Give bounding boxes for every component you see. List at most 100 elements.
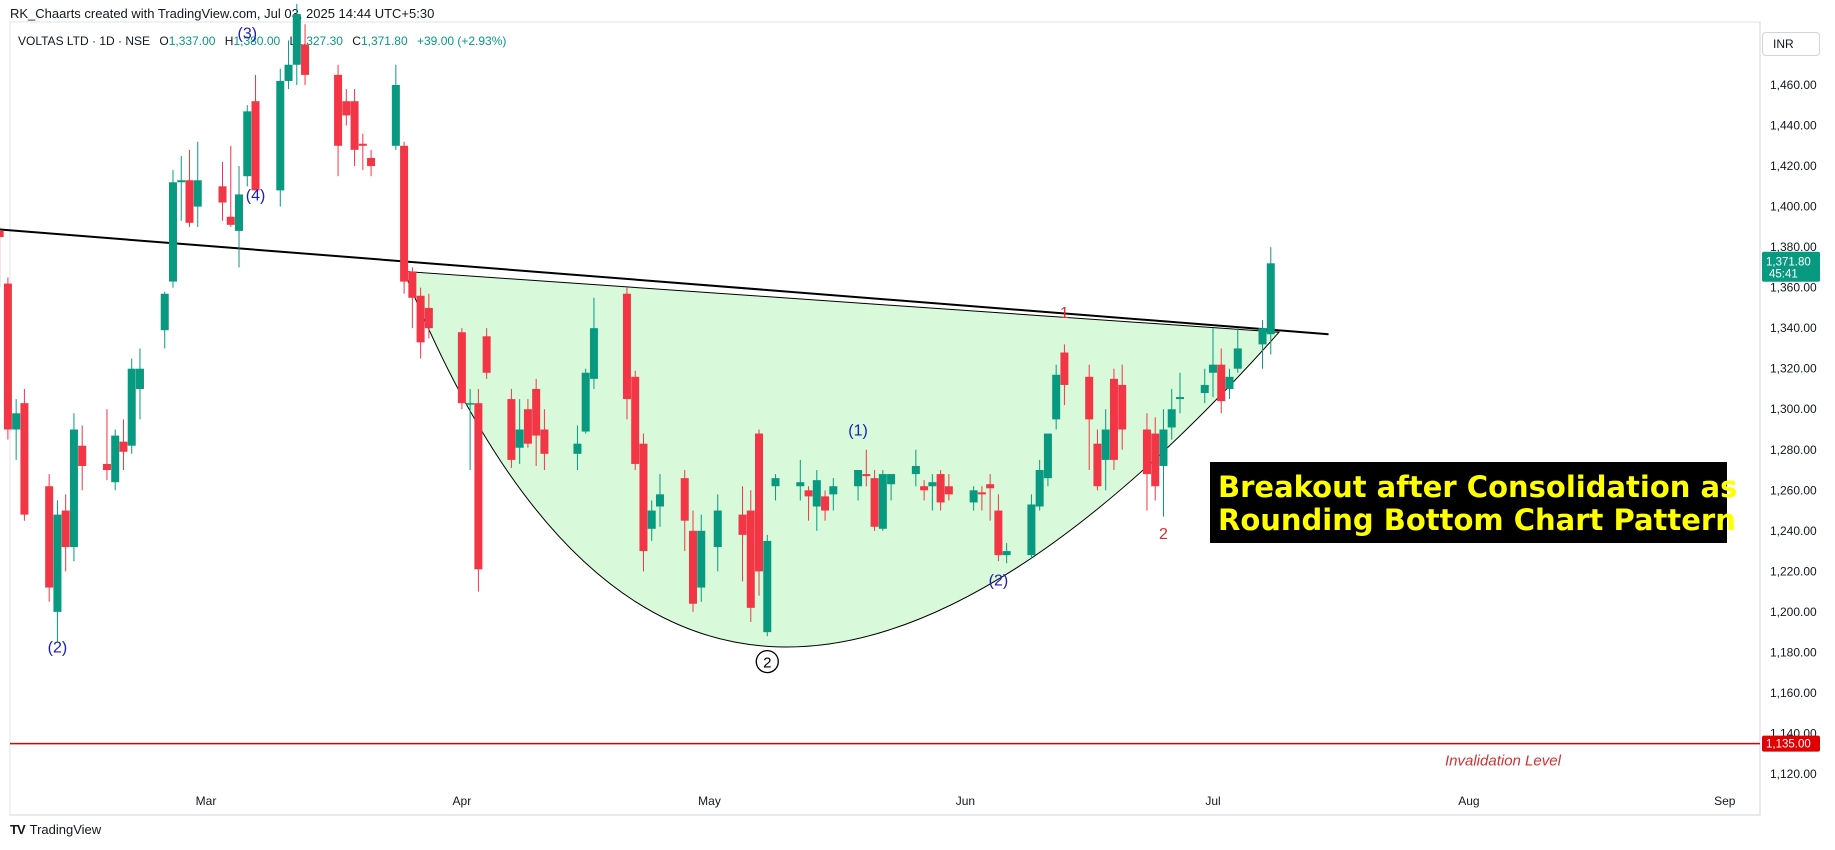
candle xyxy=(20,388,29,521)
x-tick-label: Apr xyxy=(453,794,472,808)
candle-body xyxy=(350,101,359,150)
candle-body xyxy=(977,492,986,495)
candle xyxy=(1151,417,1160,501)
candle xyxy=(647,500,656,541)
candle-body xyxy=(177,180,186,183)
candle xyxy=(185,149,194,227)
last-price-value: 1,371.80 xyxy=(1766,257,1811,269)
candle xyxy=(102,409,111,481)
candle xyxy=(829,478,838,511)
rounding-bottom-pattern xyxy=(403,270,1281,648)
candle-body xyxy=(61,510,70,548)
candle-body xyxy=(111,435,120,483)
candle xyxy=(1027,494,1036,560)
candle xyxy=(713,494,722,572)
last-price-tag xyxy=(1762,251,1820,282)
candle-body xyxy=(1043,433,1052,479)
candle-body xyxy=(829,486,838,495)
candle xyxy=(1035,459,1044,511)
candle xyxy=(631,370,640,471)
x-tick-label: Mar xyxy=(196,794,217,808)
y-tick-label: 1,360.00 xyxy=(1770,281,1817,295)
candle-body xyxy=(804,490,813,497)
candle xyxy=(1085,364,1094,471)
y-tick-label: 1,440.00 xyxy=(1770,119,1817,133)
candle-body xyxy=(391,85,400,146)
candle-body xyxy=(78,445,87,466)
candle xyxy=(1142,413,1151,511)
candle xyxy=(746,490,755,623)
candle-body xyxy=(482,336,491,373)
candle-body xyxy=(1217,364,1226,402)
candle-body xyxy=(474,403,483,570)
candle xyxy=(540,409,549,471)
candle xyxy=(1093,429,1102,491)
candle xyxy=(474,388,483,592)
candle-body xyxy=(573,443,582,454)
candle xyxy=(573,425,582,471)
candle xyxy=(821,490,830,521)
candle xyxy=(111,429,120,491)
candle xyxy=(532,378,541,466)
candle-body xyxy=(1101,429,1110,460)
candle-body xyxy=(771,478,780,487)
candle-body xyxy=(821,496,830,511)
candle-body xyxy=(523,409,532,444)
candle-body xyxy=(969,490,978,503)
wave-label: (2) xyxy=(48,639,68,656)
candle xyxy=(581,368,590,434)
invalidation-price-value: 1,135.00 xyxy=(1766,739,1811,751)
y-tick-label: 1,340.00 xyxy=(1770,321,1817,335)
candle xyxy=(391,64,400,150)
candle-body xyxy=(235,194,244,231)
change-value: +39.00 (+2.93%) xyxy=(417,34,507,48)
chart-caption: RK_Chaarts created with TradingView.com,… xyxy=(10,6,435,21)
candle-body xyxy=(639,443,648,552)
candle xyxy=(1209,328,1217,398)
candle-body xyxy=(160,293,169,331)
candle-body xyxy=(870,478,879,527)
x-tick-label: Jun xyxy=(956,794,975,808)
candle xyxy=(1002,542,1011,564)
candle-body xyxy=(540,429,549,454)
candle-body xyxy=(713,510,722,548)
candle xyxy=(3,277,12,440)
candle xyxy=(688,510,697,612)
invalidation-label: Invalidation Level xyxy=(1445,753,1562,770)
close-value: 1,371.80 xyxy=(360,34,408,48)
candle-body xyxy=(507,399,516,460)
candle xyxy=(482,328,491,379)
candle xyxy=(655,474,664,527)
candle-body xyxy=(655,494,664,507)
candle-body xyxy=(755,433,764,572)
candle-body xyxy=(878,474,887,529)
candle xyxy=(854,470,863,501)
candle-body xyxy=(119,441,128,452)
y-tick-label: 1,420.00 xyxy=(1770,159,1817,173)
y-tick-label: 1,240.00 xyxy=(1770,524,1817,538)
candle xyxy=(1167,388,1176,440)
candle-body xyxy=(1167,409,1176,428)
candle-body xyxy=(218,186,227,203)
candle-body xyxy=(466,403,475,405)
candle xyxy=(920,480,929,501)
candle-body xyxy=(193,180,202,207)
candle-body xyxy=(1109,378,1118,460)
candle xyxy=(160,291,169,349)
circled-wave-label: 2 xyxy=(763,655,771,672)
candle xyxy=(1052,364,1061,430)
candle-body xyxy=(911,465,920,475)
candle-body xyxy=(622,293,631,400)
candle xyxy=(639,433,648,572)
candle-body xyxy=(763,540,772,633)
x-tick-label: Jul xyxy=(1205,794,1220,808)
candle xyxy=(911,449,920,487)
candle-body xyxy=(1151,433,1160,487)
y-tick-label: 1,400.00 xyxy=(1770,200,1817,214)
candle xyxy=(400,141,409,294)
candle-body xyxy=(1142,429,1151,475)
resistance-trendline xyxy=(0,228,1329,336)
candle-body xyxy=(342,101,351,116)
currency-button[interactable]: INR xyxy=(1762,32,1820,56)
